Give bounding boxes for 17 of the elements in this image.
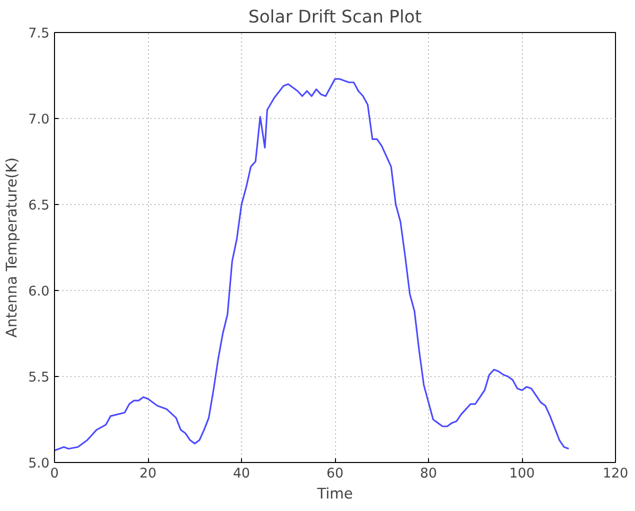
x-tick-label: 40 [233, 466, 250, 482]
line-series [54, 78, 570, 452]
x-tick-label: 20 [140, 466, 156, 482]
x-tick-label: 100 [509, 466, 535, 482]
y-tick-label: 7.5 [28, 26, 50, 42]
x-tick-label: 60 [326, 466, 344, 482]
y-tick-label: 7.0 [28, 112, 50, 128]
x-tick-label: 80 [420, 466, 437, 482]
x-axis-title: Time [316, 486, 353, 502]
y-tick-label: 6.5 [28, 198, 50, 214]
x-tick-label: 120 [602, 466, 628, 482]
chart-title: Solar Drift Scan Plot [248, 8, 422, 28]
y-tick-label: 5.5 [28, 370, 50, 386]
y-axis-title: Antenna Temperature(K) [3, 157, 20, 338]
x-tick-label: 0 [50, 466, 59, 482]
y-tick-label: 6.0 [28, 284, 50, 300]
y-tick-label: 5.0 [28, 456, 50, 472]
